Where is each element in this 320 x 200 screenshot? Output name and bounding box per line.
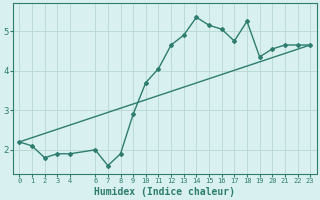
X-axis label: Humidex (Indice chaleur): Humidex (Indice chaleur) [94, 186, 235, 197]
